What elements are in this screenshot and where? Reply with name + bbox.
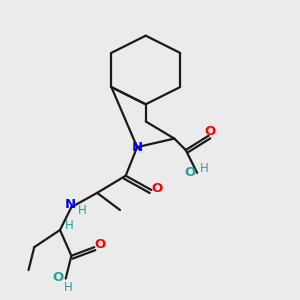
- Text: O: O: [52, 271, 63, 284]
- Text: O: O: [204, 125, 216, 138]
- Text: H: H: [64, 281, 73, 294]
- Text: H: H: [78, 203, 87, 217]
- Text: H: H: [65, 219, 74, 232]
- Text: O: O: [152, 182, 163, 195]
- Text: H: H: [200, 162, 209, 175]
- Text: N: N: [64, 198, 76, 211]
- Text: N: N: [132, 141, 143, 154]
- Text: O: O: [94, 238, 106, 251]
- Text: O: O: [184, 167, 196, 179]
